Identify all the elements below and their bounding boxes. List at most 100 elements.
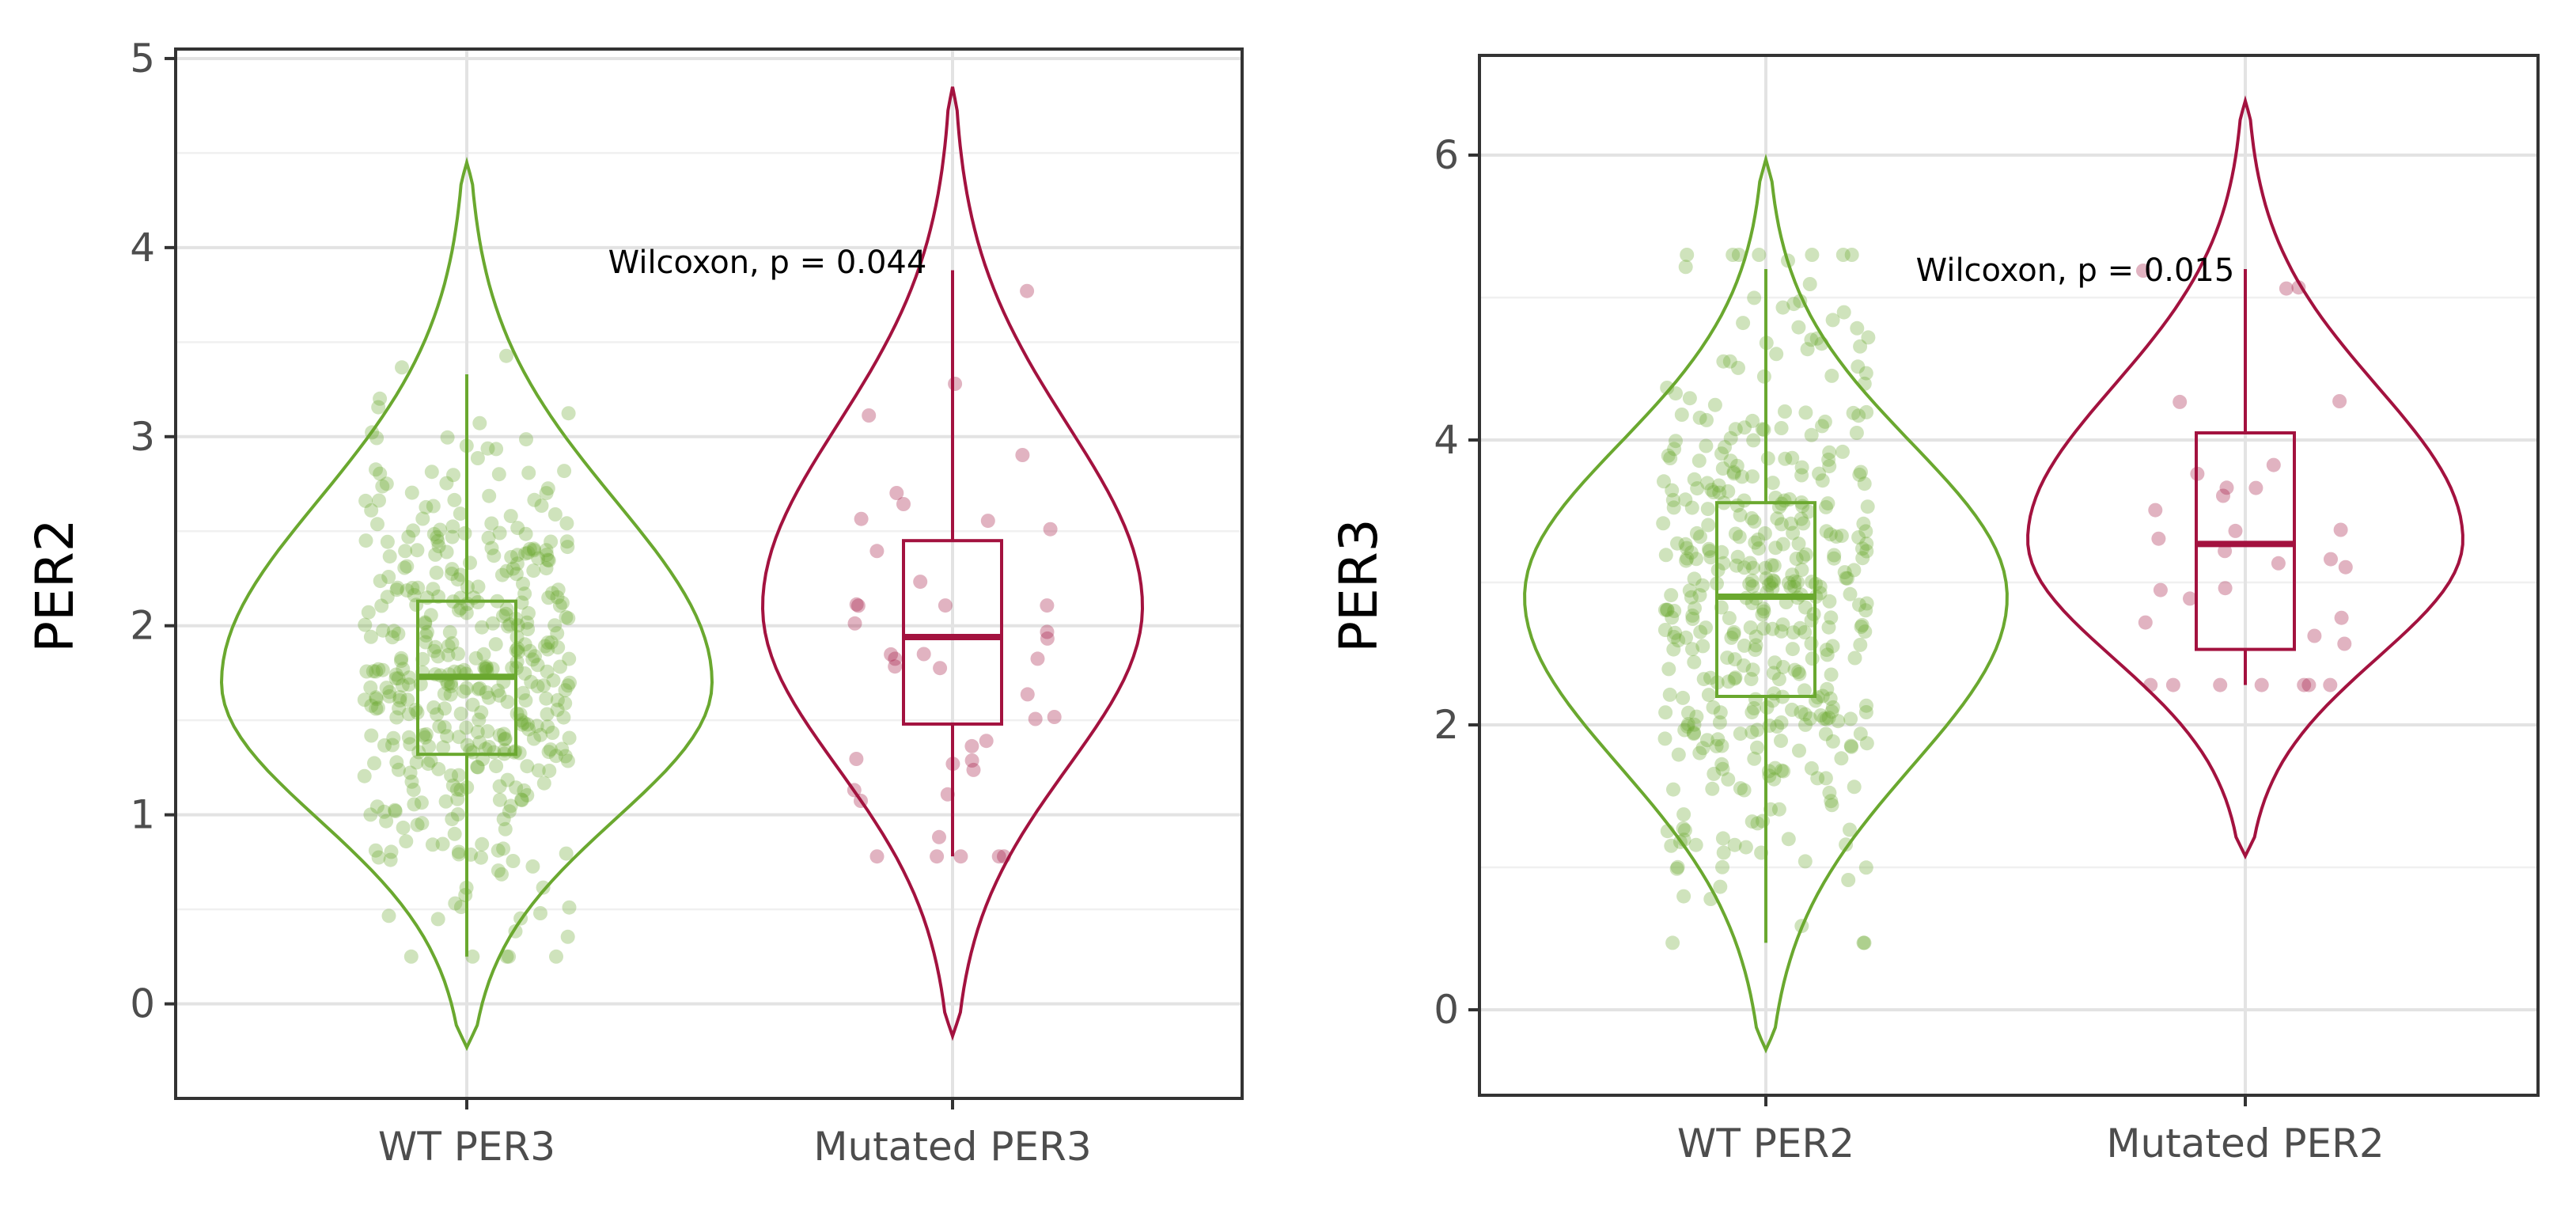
data-point xyxy=(561,611,576,626)
data-point xyxy=(2136,264,2150,278)
data-point xyxy=(1703,550,1718,565)
data-point xyxy=(418,616,433,631)
data-point xyxy=(1714,738,1729,753)
data-point xyxy=(1699,620,1713,635)
data-point xyxy=(421,757,436,772)
data-point xyxy=(2148,503,2163,518)
data-point xyxy=(1689,552,1703,567)
data-point xyxy=(371,662,386,677)
data-point xyxy=(418,615,433,630)
data-point xyxy=(441,677,455,692)
data-point xyxy=(547,618,563,633)
data-point xyxy=(543,742,558,757)
data-point xyxy=(435,836,450,852)
data-point xyxy=(1859,596,1874,611)
data-point xyxy=(1714,757,1729,772)
data-point xyxy=(1747,514,1762,529)
data-point xyxy=(1689,709,1704,724)
data-point xyxy=(1746,560,1760,575)
data-point xyxy=(478,742,493,757)
data-point xyxy=(948,377,963,391)
data-point xyxy=(502,617,517,632)
data-point xyxy=(445,529,460,544)
data-point xyxy=(431,761,446,776)
data-point xyxy=(522,643,537,658)
data-point xyxy=(484,541,499,556)
data-point xyxy=(1695,741,1710,756)
data-point xyxy=(1791,537,1806,552)
data-point xyxy=(1837,565,1852,580)
data-point xyxy=(521,605,536,620)
data-point xyxy=(1656,516,1671,531)
data-point xyxy=(1733,781,1748,796)
data-point xyxy=(1714,446,1729,461)
data-point xyxy=(366,664,381,679)
data-point xyxy=(539,561,554,576)
data-point xyxy=(1821,620,1836,635)
data-point xyxy=(1702,544,1717,559)
data-point xyxy=(2279,281,2294,296)
data-point xyxy=(438,794,453,809)
data-point xyxy=(504,550,519,564)
data-point xyxy=(402,670,417,685)
data-point xyxy=(560,753,575,768)
data-point xyxy=(1687,654,1702,669)
wilcoxon-annotation: Wilcoxon, p = 0.044 xyxy=(608,245,927,281)
data-point xyxy=(1732,529,1747,544)
data-point xyxy=(1756,814,1770,829)
data-point xyxy=(884,647,899,662)
data-point xyxy=(854,794,868,808)
data-point xyxy=(1765,621,1780,636)
data-point xyxy=(1660,824,1675,839)
data-point xyxy=(426,700,441,715)
data-point xyxy=(1824,610,1839,625)
data-point xyxy=(1770,511,1785,526)
data-point xyxy=(2332,394,2347,408)
data-point xyxy=(357,768,372,783)
data-point xyxy=(1786,525,1801,541)
data-point xyxy=(1703,670,1718,685)
data-point xyxy=(445,636,460,651)
data-point xyxy=(559,516,574,531)
data-point xyxy=(386,624,401,639)
data-point xyxy=(1674,408,1689,422)
data-point xyxy=(1804,427,1819,442)
data-point xyxy=(1040,624,1055,639)
data-point xyxy=(2218,581,2233,596)
data-point xyxy=(513,713,528,728)
data-point xyxy=(1840,571,1854,586)
data-point xyxy=(544,635,559,650)
data-point xyxy=(1812,466,1827,481)
data-point xyxy=(888,659,903,674)
data-point xyxy=(528,649,542,664)
data-point xyxy=(1671,747,1686,762)
data-point xyxy=(1777,493,1792,508)
data-point xyxy=(1726,465,1741,480)
data-point xyxy=(437,686,452,701)
grid-lines xyxy=(1479,55,2538,1095)
data-point xyxy=(1684,590,1699,605)
data-point xyxy=(1711,478,1726,493)
data-point xyxy=(522,541,537,556)
data-point xyxy=(400,559,415,574)
data-point xyxy=(1756,423,1771,438)
data-point xyxy=(394,654,408,669)
data-point xyxy=(1748,535,1763,550)
data-point xyxy=(539,543,554,558)
data-point xyxy=(515,717,529,732)
data-point xyxy=(369,701,384,716)
data-point xyxy=(1713,705,1728,720)
data-point xyxy=(1692,588,1707,603)
data-point xyxy=(369,799,385,814)
data-point xyxy=(1030,651,1045,666)
data-point xyxy=(432,719,447,734)
data-point xyxy=(364,728,379,743)
y-tick-label: 4 xyxy=(130,225,155,271)
data-point xyxy=(1726,624,1741,639)
data-point xyxy=(2248,480,2263,495)
violins xyxy=(1523,95,2464,1054)
data-point xyxy=(541,590,556,605)
data-point xyxy=(1856,516,1871,531)
data-point xyxy=(499,348,513,363)
data-point xyxy=(382,688,397,704)
